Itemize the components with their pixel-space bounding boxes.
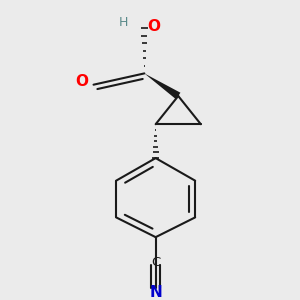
Text: O: O (76, 74, 89, 89)
Text: C: C (151, 256, 160, 269)
Text: O: O (148, 19, 161, 34)
Text: H: H (118, 16, 128, 29)
Polygon shape (144, 74, 180, 99)
Text: N: N (149, 285, 162, 300)
